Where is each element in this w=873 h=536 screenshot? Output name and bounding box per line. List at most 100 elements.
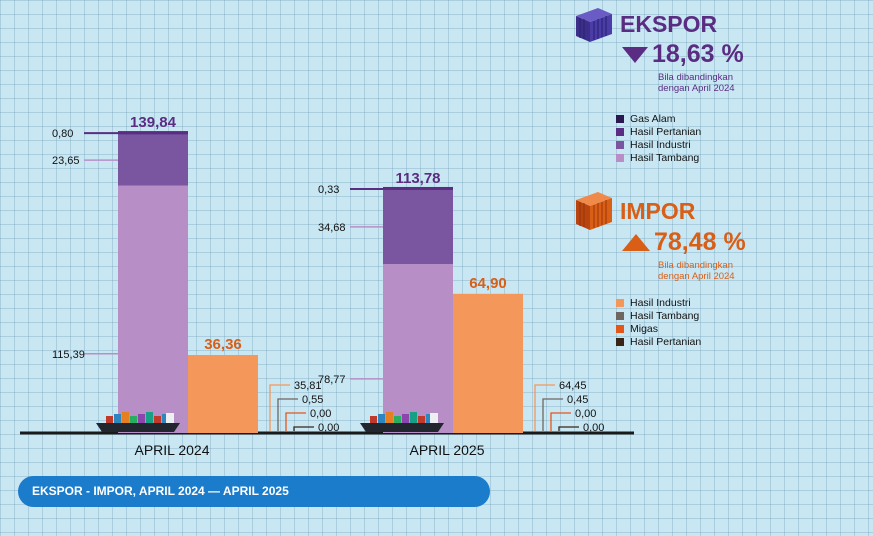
impor-panel: IMPOR 78,48 % Bila dibandingkan dengan A…	[572, 190, 772, 348]
ekspor-segment-label: 23,65	[52, 155, 80, 167]
ship-container	[162, 414, 169, 423]
ekspor-total-label: 139,84	[130, 114, 177, 131]
ekspor-legend-item: Hasil Pertanian	[616, 125, 772, 138]
impor-legend: Hasil Industri Hasil Tambang Migas Hasil Pe…	[616, 296, 772, 348]
impor-segment-label: 0,45	[567, 394, 588, 406]
legend-swatch	[616, 153, 624, 162]
impor-legend-item: Hasil Tambang	[616, 309, 772, 322]
ekspor-bar-segment	[118, 185, 188, 433]
impor-leader-line	[269, 384, 290, 431]
ship-container	[410, 412, 417, 423]
ekspor-total-label: 113,78	[395, 170, 440, 187]
arrow-down-icon	[622, 46, 648, 63]
impor-leader-line	[285, 412, 306, 431]
impor-header: IMPOR	[572, 190, 772, 232]
ship-bridge	[430, 413, 438, 423]
ekspor-segment-label: 0,33	[318, 184, 339, 196]
ekspor-header: EKSPOR	[572, 4, 772, 44]
ekspor-segment-label: 78,77	[318, 374, 346, 386]
impor-leader-line	[542, 398, 563, 431]
impor-legend-item: Hasil Pertanian	[616, 335, 772, 348]
ekspor-top-cap	[383, 186, 453, 190]
ekspor-bar-segment	[118, 134, 188, 186]
period-label: APRIL 2024	[135, 442, 210, 458]
period-label: APRIL 2025	[410, 442, 485, 458]
ship-container	[386, 412, 393, 423]
impor-leader-line	[293, 426, 314, 431]
impor-leader-line	[558, 426, 579, 431]
ekspor-legend: Gas Alam Hasil Pertanian Hasil Industri Has…	[616, 112, 772, 164]
legend-label: Hasil Tambang	[630, 309, 700, 322]
ekspor-title: EKSPOR	[620, 10, 718, 37]
legend-label: Gas Alam	[630, 112, 676, 125]
cargo-ship-icon	[360, 412, 444, 432]
impor-total-label: 64,90	[469, 275, 507, 292]
legend-label: Hasil Industri	[630, 296, 691, 309]
impor-total-label: 36,36	[204, 336, 242, 353]
ekspor-segment-label: 115,39	[52, 349, 85, 361]
ekspor-segment-label: 0,80	[52, 128, 73, 140]
impor-segment-label: 0,00	[318, 422, 339, 434]
ship-bridge	[166, 413, 174, 423]
impor-leader-line	[277, 398, 298, 431]
ship-container	[122, 412, 129, 423]
container-icon	[576, 8, 612, 42]
ship-hull	[360, 423, 444, 432]
impor-legend-item: Migas	[616, 322, 772, 335]
ship-container	[106, 416, 113, 423]
ship-hull	[96, 423, 180, 432]
impor-segment-label: 64,45	[559, 380, 587, 392]
legend-label: Hasil Industri	[630, 138, 691, 151]
ship-container	[402, 414, 409, 423]
ship-container	[154, 416, 161, 423]
impor-segment-label: 0,00	[310, 408, 331, 420]
ekspor-top-cap	[118, 131, 188, 135]
legend-swatch	[616, 298, 624, 307]
impor-segment-label: 35,81	[294, 380, 322, 392]
impor-segment-label: 0,55	[302, 394, 323, 406]
ship-container	[146, 412, 153, 423]
impor-segment-label: 0,00	[575, 408, 596, 420]
ship-container	[394, 416, 401, 423]
legend-swatch	[616, 324, 624, 333]
ship-container	[114, 414, 121, 423]
ship-container	[378, 414, 385, 423]
impor-leader-line	[534, 384, 555, 431]
ekspor-note: Bila dibandingkan dengan April 2024	[658, 72, 735, 94]
impor-title: IMPOR	[620, 197, 696, 224]
legend-swatch	[616, 337, 624, 346]
legend-label: Hasil Pertanian	[630, 125, 702, 138]
footer-title: EKSPOR - IMPOR, APRIL 2024 — APRIL 2025	[18, 476, 490, 507]
ekspor-legend-item: Gas Alam	[616, 112, 772, 125]
ekspor-segment-label: 34,68	[318, 222, 346, 234]
legend-swatch	[616, 311, 624, 320]
ship-container	[426, 414, 433, 423]
ekspor-legend-item: Hasil Tambang	[616, 151, 772, 164]
impor-bar	[188, 355, 258, 433]
legend-label: Migas	[630, 322, 659, 335]
impor-segment-label: 0,00	[583, 422, 604, 434]
ekspor-bar-segment	[383, 189, 453, 265]
ship-container	[418, 416, 425, 423]
ekspor-change: 18,63 %	[652, 40, 744, 68]
container-icon	[576, 192, 612, 230]
ship-container	[370, 416, 377, 423]
impor-legend-item: Hasil Industri	[616, 296, 772, 309]
legend-swatch	[616, 140, 624, 149]
ekspor-panel: EKSPOR 18,63 % Bila dibandingkan dengan …	[572, 4, 772, 164]
ekspor-legend-item: Hasil Industri	[616, 138, 772, 151]
arrow-up-icon	[622, 234, 650, 251]
impor-change: 78,48 %	[654, 228, 746, 256]
legend-swatch	[616, 127, 624, 136]
impor-bar	[453, 293, 523, 433]
ship-container	[130, 416, 137, 423]
ship-container	[138, 414, 145, 423]
ekspor-change-row: 18,63 %	[622, 40, 772, 69]
cargo-ship-icon	[96, 412, 180, 432]
impor-change-row: 78,48 %	[622, 228, 772, 257]
impor-leader-line	[550, 412, 571, 431]
ekspor-bar-segment	[383, 264, 453, 433]
legend-label: Hasil Pertanian	[630, 335, 702, 348]
legend-label: Hasil Tambang	[630, 151, 700, 164]
